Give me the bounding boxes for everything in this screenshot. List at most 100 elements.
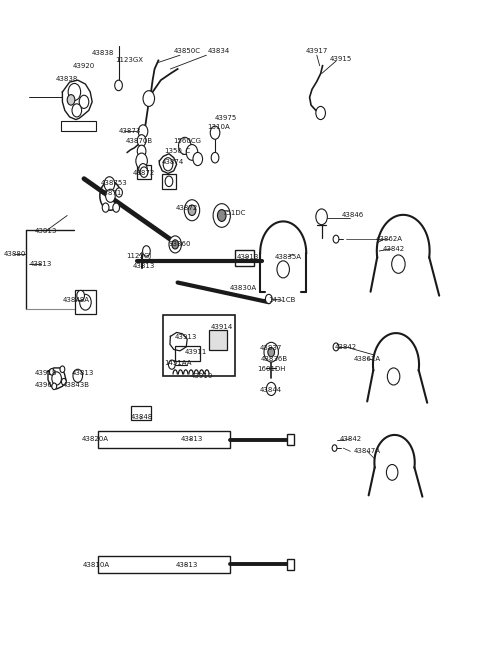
Bar xyxy=(75,290,96,314)
Circle shape xyxy=(268,348,275,357)
Text: 43920: 43920 xyxy=(73,62,95,69)
Bar xyxy=(235,250,254,266)
Bar xyxy=(163,315,235,376)
Text: 43830A: 43830A xyxy=(230,284,257,291)
Text: 93860: 93860 xyxy=(169,240,191,247)
Circle shape xyxy=(316,106,325,120)
Circle shape xyxy=(73,369,83,382)
Circle shape xyxy=(113,203,120,212)
Text: 43872: 43872 xyxy=(176,205,198,212)
Circle shape xyxy=(266,382,276,396)
Circle shape xyxy=(138,125,148,138)
Circle shape xyxy=(68,83,81,101)
Text: 43880: 43880 xyxy=(3,250,25,257)
Text: 43835A: 43835A xyxy=(275,254,301,260)
Bar xyxy=(61,121,96,131)
Circle shape xyxy=(139,164,147,175)
Text: 43850C: 43850C xyxy=(174,48,201,55)
Text: 43871: 43871 xyxy=(100,190,122,196)
Circle shape xyxy=(179,137,191,154)
Text: 43843B: 43843B xyxy=(62,382,89,388)
Text: 4396: 4396 xyxy=(34,382,52,388)
Circle shape xyxy=(265,294,272,304)
Circle shape xyxy=(61,378,66,385)
Text: 1123GX: 1123GX xyxy=(116,57,144,64)
Text: 43848: 43848 xyxy=(131,413,153,420)
Text: 43873: 43873 xyxy=(119,128,141,135)
Circle shape xyxy=(143,246,150,256)
Bar xyxy=(98,431,230,448)
Text: 43870B: 43870B xyxy=(126,138,153,145)
Text: 43838: 43838 xyxy=(56,76,78,82)
Text: 43913: 43913 xyxy=(237,254,259,260)
Circle shape xyxy=(52,383,57,390)
Circle shape xyxy=(188,205,196,215)
Text: 43842: 43842 xyxy=(339,436,361,442)
Text: 43820A: 43820A xyxy=(82,436,108,442)
Circle shape xyxy=(60,366,65,373)
Circle shape xyxy=(213,204,230,227)
Circle shape xyxy=(49,369,54,375)
Text: 43834: 43834 xyxy=(207,48,229,55)
Circle shape xyxy=(277,261,289,278)
Text: 43874: 43874 xyxy=(162,158,184,165)
Circle shape xyxy=(165,176,173,187)
Bar xyxy=(287,434,294,445)
Text: 43915: 43915 xyxy=(330,56,352,62)
Text: 43847A: 43847A xyxy=(354,448,381,455)
Circle shape xyxy=(136,153,147,169)
Text: 43918: 43918 xyxy=(35,370,57,376)
Circle shape xyxy=(104,177,115,191)
Circle shape xyxy=(386,464,398,480)
Text: 43813: 43813 xyxy=(176,562,198,568)
Circle shape xyxy=(115,80,122,91)
Circle shape xyxy=(163,158,173,171)
Circle shape xyxy=(169,236,181,253)
Text: 1310A: 1310A xyxy=(207,124,230,131)
Text: 1431CB: 1431CB xyxy=(268,297,296,304)
Circle shape xyxy=(186,145,198,160)
Circle shape xyxy=(72,104,82,117)
Text: 43813: 43813 xyxy=(181,436,203,442)
Text: 43813: 43813 xyxy=(30,261,52,267)
Circle shape xyxy=(210,126,220,139)
Circle shape xyxy=(184,200,200,221)
Text: 43917: 43917 xyxy=(306,48,328,55)
Circle shape xyxy=(217,210,226,221)
Text: 1350_C: 1350_C xyxy=(165,147,191,154)
Circle shape xyxy=(137,145,146,157)
Circle shape xyxy=(211,152,219,163)
Text: 43913: 43913 xyxy=(175,334,197,340)
Text: 43844: 43844 xyxy=(260,387,282,394)
Text: 43842: 43842 xyxy=(383,246,405,252)
Text: 43813: 43813 xyxy=(133,263,155,269)
Text: 43846: 43846 xyxy=(342,212,364,219)
Text: 43975: 43975 xyxy=(215,115,237,122)
Text: 1601DH: 1601DH xyxy=(257,366,286,373)
Text: 43872: 43872 xyxy=(133,170,155,176)
Text: 43813: 43813 xyxy=(35,228,57,235)
Bar xyxy=(175,346,200,361)
Text: 43848A: 43848A xyxy=(62,297,89,304)
Text: 751DC: 751DC xyxy=(222,210,245,216)
Bar xyxy=(162,174,176,189)
Text: 43842: 43842 xyxy=(335,344,357,350)
Circle shape xyxy=(172,240,179,249)
Text: 43861A: 43861A xyxy=(354,355,381,362)
Text: 438753: 438753 xyxy=(101,179,128,186)
Circle shape xyxy=(193,152,203,166)
Circle shape xyxy=(316,209,327,225)
Circle shape xyxy=(332,445,337,451)
Circle shape xyxy=(264,342,278,362)
Circle shape xyxy=(168,360,175,369)
Text: 1123GJ: 1123GJ xyxy=(127,252,152,259)
Circle shape xyxy=(67,95,75,105)
Bar xyxy=(98,556,230,573)
Circle shape xyxy=(137,135,146,147)
Circle shape xyxy=(143,91,155,106)
Text: 43911: 43911 xyxy=(185,349,207,355)
Circle shape xyxy=(52,372,61,385)
Text: 43837: 43837 xyxy=(260,345,282,351)
Bar xyxy=(137,165,151,179)
Circle shape xyxy=(102,203,109,212)
